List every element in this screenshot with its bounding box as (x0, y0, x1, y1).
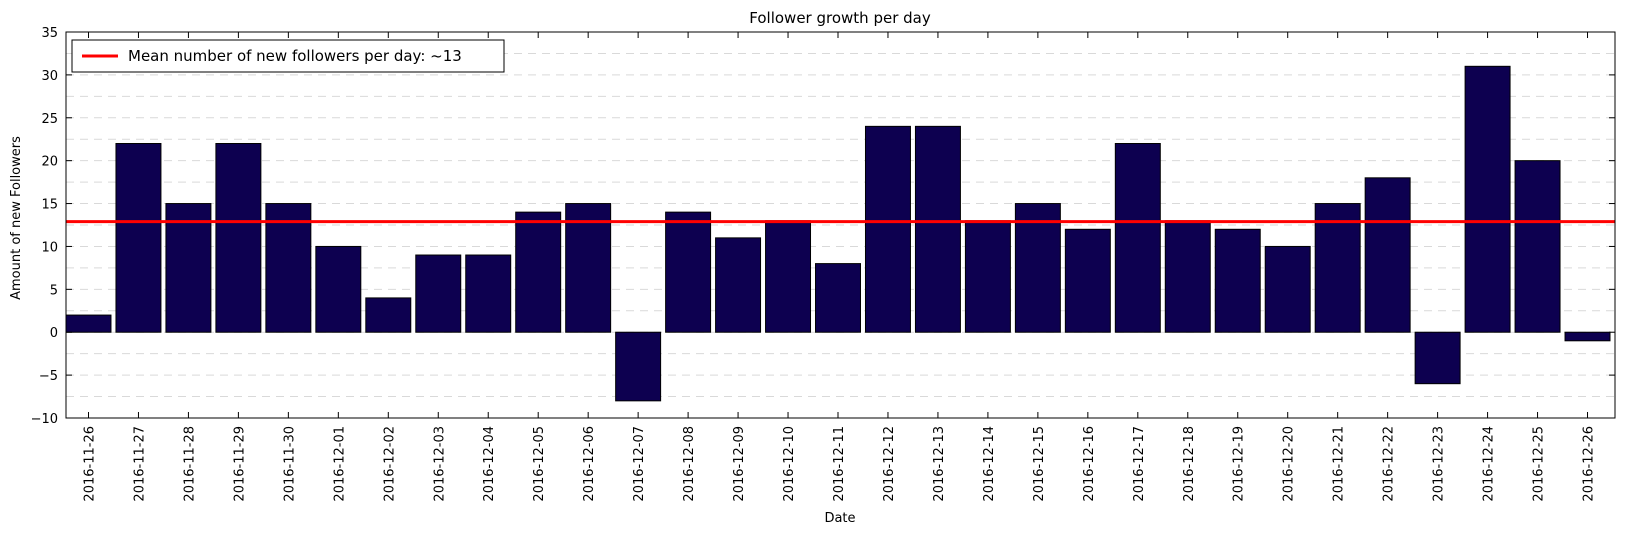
bar (465, 254, 512, 333)
bar (815, 263, 861, 333)
x-tick-label: 2016-11-29 (232, 426, 247, 502)
y-axis-label: Amount of new Followers (9, 136, 24, 300)
x-tick-label: 2016-12-20 (1282, 426, 1297, 502)
x-tick-label: 2016-12-23 (1432, 426, 1447, 502)
x-tick-label: 2016-12-10 (782, 426, 797, 502)
chart-title: Follower growth per day (749, 9, 931, 27)
x-tick-label: 2016-12-09 (732, 426, 747, 502)
bar (765, 220, 812, 333)
x-tick-label: 2016-12-04 (482, 426, 497, 502)
bar (1514, 160, 1561, 333)
bar (1014, 203, 1061, 333)
x-tick-label: 2016-11-30 (282, 426, 297, 502)
x-tick-label: 2016-12-05 (532, 426, 547, 502)
axes (65, 31, 1616, 419)
x-tick-label: 2016-12-12 (882, 426, 897, 502)
y-tick-label: 25 (41, 112, 58, 127)
x-tick-label: 2016-12-07 (632, 426, 647, 502)
y-tick-label: 20 (41, 155, 58, 170)
y-tick-label: 30 (41, 69, 58, 84)
bar (365, 297, 412, 333)
x-ticks: 2016-11-26 2016-11-27 2016-11-28 2016-11-29… (82, 32, 1597, 502)
bars (65, 65, 1611, 402)
x-tick-label: 2016-12-01 (332, 426, 347, 502)
x-tick-label: 2016-12-03 (432, 426, 447, 502)
x-tick-label: 2016-12-11 (832, 426, 847, 502)
bar (1414, 331, 1461, 385)
legend-box (71, 39, 505, 73)
bar (415, 254, 462, 333)
bar (1564, 331, 1611, 342)
x-tick-label: 2016-12-17 (1132, 426, 1147, 502)
legend: Mean number of new followers per day: ~1… (71, 39, 505, 73)
bar (715, 237, 762, 333)
plot-frame (65, 31, 1616, 419)
x-tick-label: 2016-11-27 (132, 426, 147, 502)
y-tick-label: −5 (39, 369, 58, 384)
y-tick-label: −10 (31, 412, 58, 427)
bar (565, 203, 612, 333)
x-axis-label: Date (824, 511, 855, 526)
x-tick-label: 2016-12-16 (1082, 426, 1097, 502)
y-tick-label: 5 (50, 283, 58, 298)
bar (265, 203, 312, 333)
bar (315, 245, 362, 333)
bar (615, 331, 662, 402)
bar (115, 143, 162, 333)
x-tick-label: 2016-12-02 (382, 426, 397, 502)
x-tick-label: 2016-11-26 (82, 426, 97, 502)
x-tick-label: 2016-12-25 (1532, 426, 1547, 502)
bar (65, 314, 112, 333)
bar (1114, 143, 1161, 333)
bar (964, 220, 1011, 333)
y-tick-label: 15 (41, 198, 58, 213)
x-tick-label: 2016-12-13 (932, 426, 947, 502)
legend-label: Mean number of new followers per day: ~1… (128, 47, 462, 65)
bar (1214, 228, 1261, 333)
x-tick-label: 2016-12-19 (1232, 426, 1247, 502)
x-tick-label: 2016-11-28 (182, 426, 197, 502)
x-tick-label: 2016-12-14 (982, 426, 997, 502)
x-tick-label: 2016-12-08 (682, 426, 697, 502)
x-tick-label: 2016-12-15 (1032, 426, 1047, 502)
bar (215, 143, 262, 333)
x-tick-label: 2016-12-06 (582, 426, 597, 502)
x-tick-label: 2016-12-22 (1382, 426, 1397, 502)
bar (165, 203, 212, 333)
bar (665, 211, 712, 333)
y-ticks: −10 −5 0 5 10 15 20 25 30 35 (31, 26, 1615, 427)
x-tick-label: 2016-12-26 (1582, 426, 1597, 502)
bar (914, 125, 961, 333)
bar (1264, 245, 1311, 333)
x-tick-label: 2016-12-21 (1332, 426, 1347, 502)
x-tick-label: 2016-12-18 (1182, 426, 1197, 502)
bar (1314, 203, 1361, 333)
y-tick-label: 10 (41, 240, 58, 255)
x-tick-label: 2016-12-24 (1482, 426, 1497, 502)
bar (515, 211, 562, 333)
bar (1164, 220, 1211, 333)
y-tick-label: 0 (50, 326, 58, 341)
bar (1064, 228, 1111, 333)
bar (1464, 65, 1511, 333)
bar (1364, 177, 1411, 333)
bar (864, 125, 911, 333)
y-tick-label: 35 (41, 26, 58, 41)
